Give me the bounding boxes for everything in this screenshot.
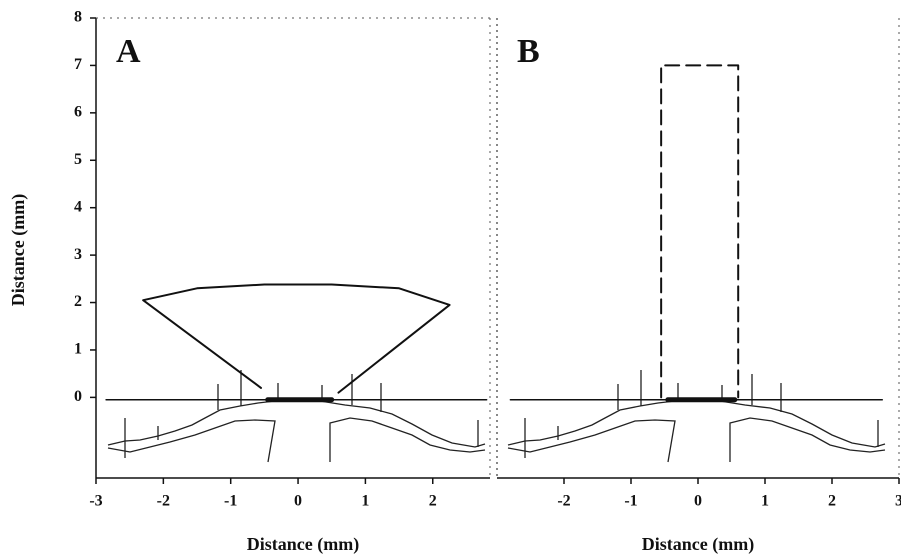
tissue-trace [507,369,886,463]
y-tick-label: 0 [74,388,82,405]
x-tick-label: 1 [361,493,369,510]
data-line [142,283,451,394]
y-tick-label: 8 [74,9,82,26]
panel-label: A [116,33,141,70]
x-axis-title: Distance (mm) [247,534,359,555]
y-tick-label: 1 [74,341,82,358]
x-axis-title: Distance (mm) [642,534,754,555]
x-tick-label: 1 [761,493,769,510]
x-tick-label: 0 [294,493,302,510]
y-tick-label: 3 [74,246,82,263]
y-tick-label: 4 [74,198,82,215]
x-tick-label: -2 [157,493,170,510]
x-tick-label: -1 [624,493,637,510]
x-tick-label: 3 [895,493,901,510]
x-tick-label: 2 [828,493,836,510]
x-tick-label: -3 [89,493,102,510]
y-tick-label: 6 [74,104,82,121]
x-tick-label: 2 [429,493,437,510]
y-axis-title: Distance (mm) [8,194,29,306]
x-tick-label: -1 [224,493,237,510]
panel-label: B [517,33,540,70]
tissue-trace [107,370,486,463]
x-tick-label: 0 [694,493,702,510]
y-tick-label: 2 [74,293,82,310]
y-tick-label: 7 [74,56,82,73]
y-tick-label: 5 [74,151,82,168]
data-line [660,64,740,399]
x-tick-label: -2 [557,493,570,510]
